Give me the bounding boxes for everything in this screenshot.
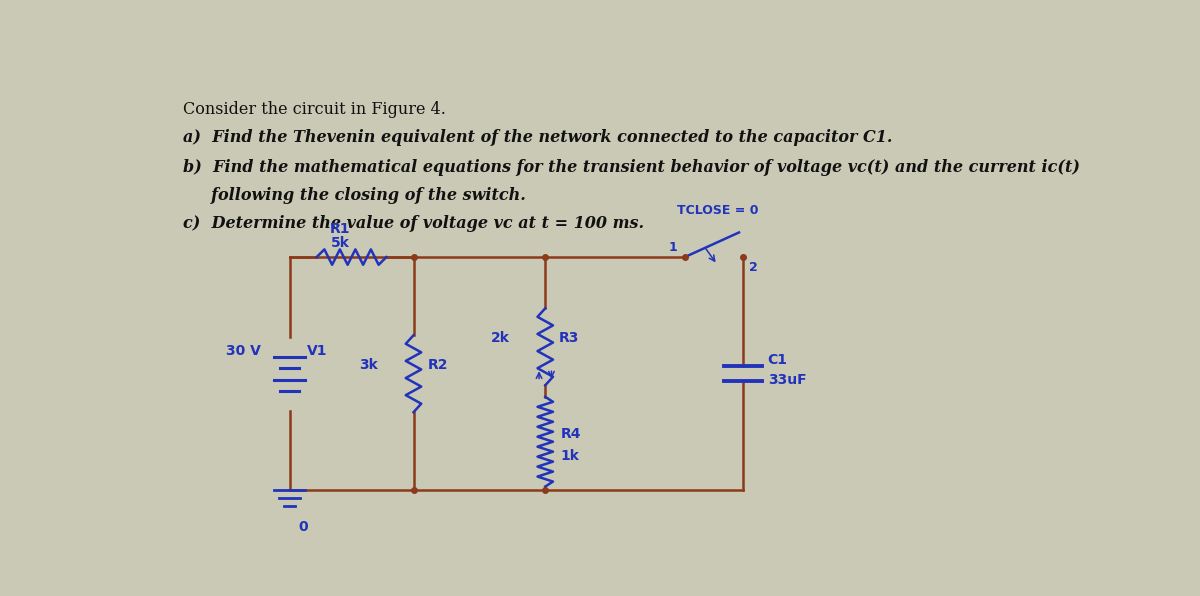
Text: 1k: 1k [560, 449, 580, 462]
Text: c)  Determine the value of voltage vc at t = 100 ms.: c) Determine the value of voltage vc at … [182, 215, 643, 232]
Text: a)  Find the Thevenin equivalent of the network connected to the capacitor C1.: a) Find the Thevenin equivalent of the n… [182, 129, 892, 145]
Text: 5k: 5k [330, 236, 349, 250]
Text: V1: V1 [306, 344, 328, 358]
Text: 30 V: 30 V [226, 344, 260, 358]
Text: following the closing of the switch.: following the closing of the switch. [182, 187, 526, 204]
Text: 3k: 3k [359, 358, 378, 371]
Text: b)  Find the mathematical equations for the transient behavior of voltage vc(t) : b) Find the mathematical equations for t… [182, 159, 1080, 176]
Text: 33uF: 33uF [768, 373, 806, 387]
Text: 1: 1 [668, 241, 677, 254]
Text: R4: R4 [560, 427, 581, 441]
Text: Consider the circuit in Figure 4.: Consider the circuit in Figure 4. [182, 101, 445, 118]
Text: R2: R2 [427, 358, 448, 371]
Text: R3: R3 [559, 331, 580, 344]
Text: R1: R1 [330, 222, 350, 235]
Text: C1: C1 [768, 353, 787, 367]
Text: TCLOSE = 0: TCLOSE = 0 [677, 204, 758, 217]
Text: 0: 0 [299, 520, 308, 533]
Text: 2k: 2k [491, 331, 510, 344]
Text: 2: 2 [749, 262, 758, 274]
